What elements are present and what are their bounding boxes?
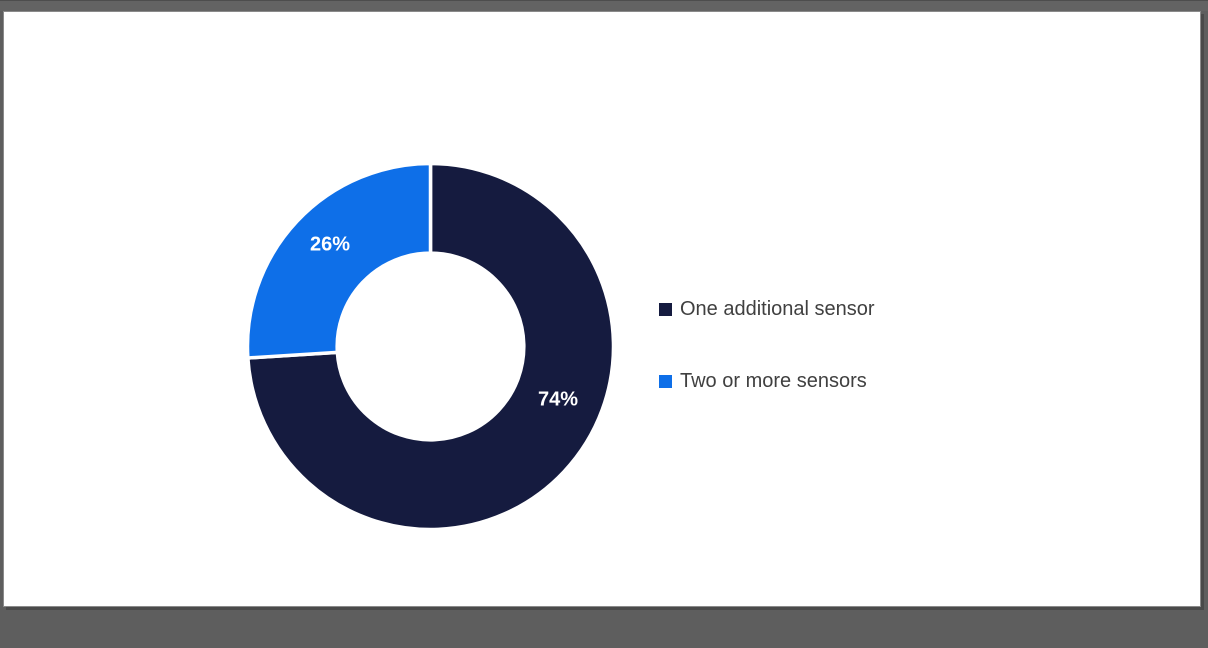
donut-svg (245, 161, 616, 532)
legend-item-one-additional-sensor: One additional sensor (659, 296, 875, 322)
data-label-two-or-more-sensors: 26% (309, 233, 351, 256)
donut-slice-0 (245, 161, 616, 532)
donut-slice-1 (245, 161, 433, 360)
top-bar (0, 0, 1208, 11)
legend-label: Two or more sensors (680, 369, 867, 392)
legend-label: One additional sensor (680, 297, 875, 320)
slide-canvas: 74% 26% One additional sensor Two or mor… (3, 11, 1201, 607)
donut-chart: 74% 26% (240, 156, 621, 537)
data-label-one-additional-sensor: 74% (537, 388, 579, 411)
legend-swatch-icon (659, 374, 672, 388)
legend-item-two-or-more-sensors: Two or more sensors (659, 368, 867, 394)
legend-swatch-icon (659, 302, 672, 316)
